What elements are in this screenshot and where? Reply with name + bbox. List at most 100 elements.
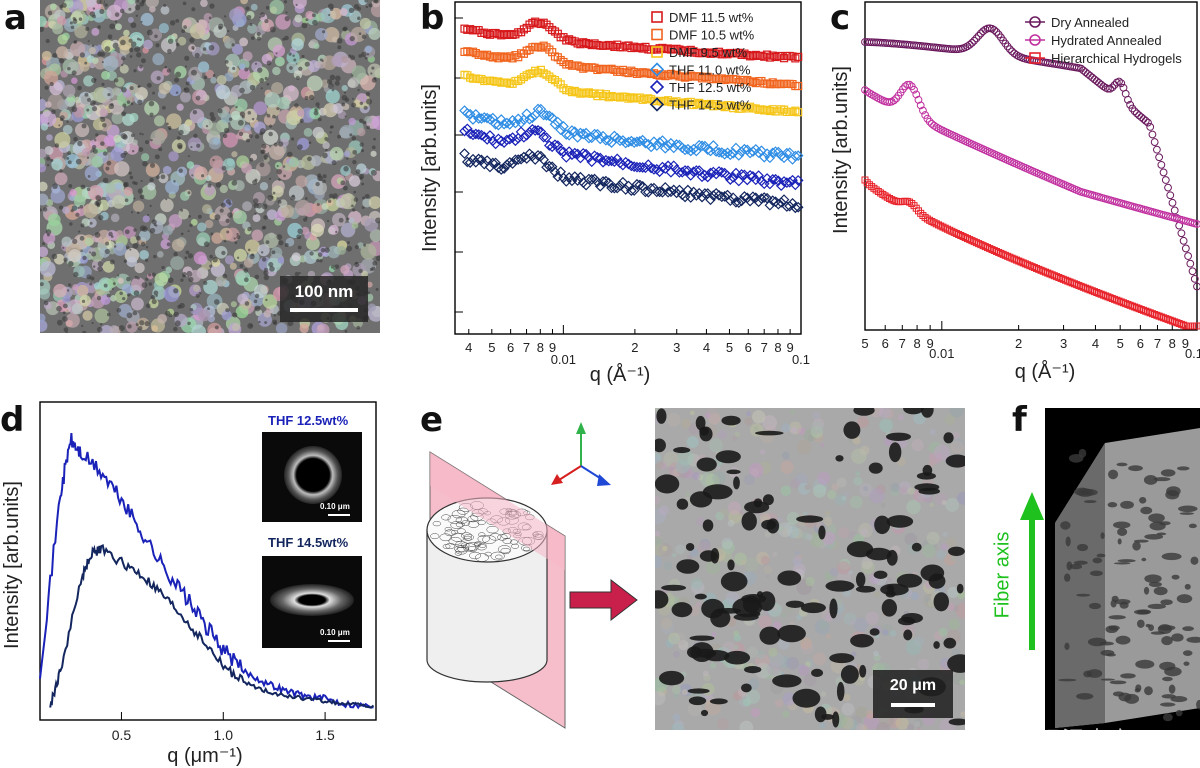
- point-b: [495, 114, 507, 125]
- point-b: [683, 48, 692, 57]
- point-b: [679, 144, 691, 156]
- point-b: [483, 50, 492, 59]
- point-b: [757, 105, 766, 114]
- series-b-4: [459, 123, 804, 192]
- point-c: [1097, 290, 1105, 298]
- chart-d-xlabel: q (μm⁻¹): [167, 745, 242, 767]
- point-b: [758, 192, 770, 203]
- point-b: [470, 108, 482, 120]
- point-b: [463, 25, 472, 34]
- point-c: [899, 197, 907, 205]
- point-b: [784, 176, 796, 188]
- point-b: [545, 23, 554, 32]
- point-b: [538, 154, 550, 166]
- point-b: [589, 128, 600, 140]
- point-c: [1057, 274, 1065, 282]
- point-b: [597, 176, 609, 187]
- point-b: [593, 92, 602, 101]
- point-b: [744, 169, 756, 181]
- point-b: [748, 51, 758, 61]
- point-c: [886, 195, 894, 203]
- point-b: [603, 177, 615, 189]
- point-b: [768, 51, 777, 60]
- point-b: [720, 103, 729, 112]
- point-b: [483, 29, 492, 39]
- point-b: [508, 30, 517, 39]
- point-b: [734, 48, 743, 57]
- point-b: [610, 42, 619, 51]
- point-b: [691, 190, 702, 201]
- point-b: [459, 105, 470, 116]
- point-b: [548, 48, 557, 57]
- point-c: [1079, 283, 1087, 291]
- point-c: [1137, 113, 1146, 122]
- point-b: [685, 170, 697, 181]
- point-b: [607, 41, 616, 50]
- point-b: [689, 100, 698, 110]
- point-b: [678, 46, 687, 56]
- point-b: [555, 124, 566, 136]
- point-b: [762, 105, 772, 115]
- point-b: [546, 161, 558, 173]
- point-b: [473, 129, 484, 140]
- point-b: [518, 131, 530, 143]
- panel-letter-e: e: [420, 400, 444, 440]
- point-b: [703, 72, 712, 81]
- point-b: [731, 75, 741, 84]
- point-c: [1073, 281, 1081, 289]
- point-b: [789, 202, 801, 214]
- point-b: [600, 175, 612, 187]
- point-c: [917, 209, 925, 217]
- point-b: [788, 52, 797, 61]
- point-c: [1181, 244, 1190, 253]
- point-b: [723, 50, 732, 59]
- point-b: [607, 91, 616, 101]
- point-b: [618, 43, 627, 52]
- point-b: [699, 169, 711, 181]
- chart-b: 4 5 6 7 8 90.012 3 4 5 6 7 8 90.1 DMF 11.5 wt%DMF 10…: [419, 1, 810, 386]
- point-b: [542, 43, 551, 52]
- legend-b-entry: THF 12.5 wt%: [669, 80, 752, 95]
- point-b: [532, 150, 544, 161]
- point-b: [552, 116, 564, 128]
- point-b: [559, 57, 568, 67]
- point-c: [1088, 73, 1097, 82]
- point-b: [746, 102, 755, 111]
- point-b: [662, 140, 674, 152]
- point-c: [1108, 83, 1117, 92]
- chart-d-ticks: 0.5 1.0 1.5: [112, 712, 335, 743]
- series-c-0: [861, 24, 1200, 291]
- point-b: [577, 147, 589, 159]
- point-b: [716, 167, 728, 178]
- point-c: [990, 247, 998, 255]
- point-c: [1062, 276, 1070, 284]
- point-b: [505, 29, 514, 39]
- point-b: [484, 113, 496, 125]
- point-b: [665, 137, 677, 149]
- point-b: [611, 182, 623, 194]
- chart-c-ticks: 5 6 7 8 90.012 3 4 5 6 7 8 90.1: [861, 321, 1200, 361]
- point-b: [727, 172, 739, 183]
- chart-c-frame: [864, 1, 1198, 331]
- point-b: [779, 105, 789, 114]
- point-b: [740, 102, 749, 111]
- point-b: [774, 107, 783, 116]
- point-b: [624, 68, 633, 78]
- point-b: [562, 36, 571, 45]
- sem-micrograph-e: 20 μm: [655, 408, 965, 730]
- point-b: [566, 125, 578, 136]
- point-b: [788, 80, 797, 89]
- series-b-2: [460, 65, 803, 117]
- point-b: [542, 20, 551, 29]
- point-b: [532, 124, 544, 136]
- point-b: [620, 184, 632, 195]
- point-b: [510, 135, 521, 147]
- point-b: [734, 78, 743, 87]
- point-c: [1164, 183, 1172, 192]
- point-c: [930, 219, 938, 227]
- point-c: [865, 89, 874, 97]
- point-b: [584, 88, 594, 97]
- point-c: [1111, 295, 1119, 303]
- point-b: [678, 72, 687, 81]
- point-b: [555, 145, 566, 157]
